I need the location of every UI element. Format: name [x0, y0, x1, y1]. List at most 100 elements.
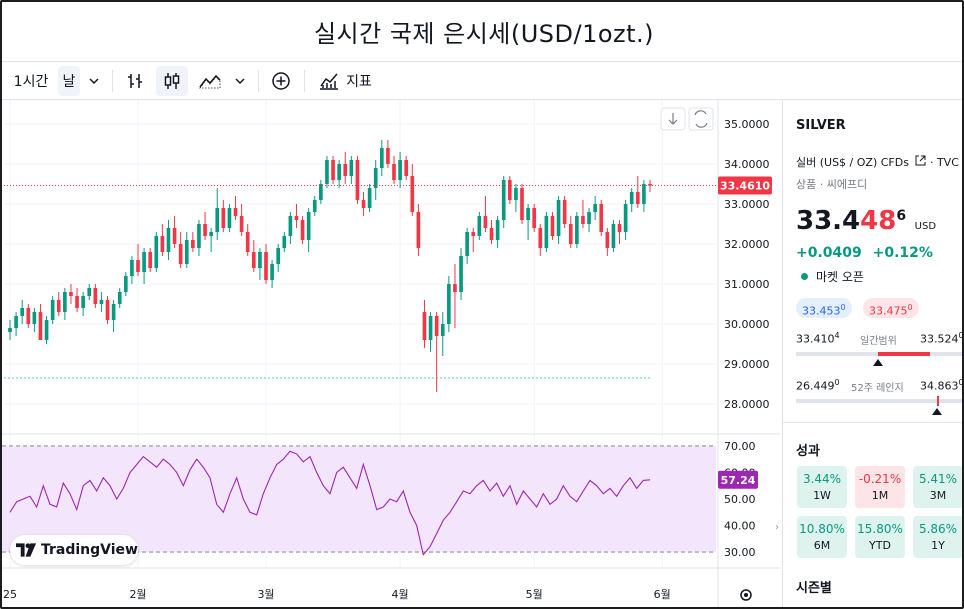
candle-up: [593, 196, 597, 220]
candle-body: [233, 208, 238, 216]
perf-period: 1Y: [931, 539, 945, 552]
day-button[interactable]: 날: [58, 66, 80, 96]
candle-down: [471, 228, 476, 252]
candle-body: [276, 248, 281, 264]
bars-icon: [128, 74, 142, 88]
candle-down: [93, 284, 98, 308]
bar-style-button[interactable]: [120, 66, 150, 96]
perf-card-ytd[interactable]: 15.80% YTD: [855, 516, 905, 558]
perf-card-1y[interactable]: 5.86% 1Y: [913, 516, 962, 558]
candle-down: [191, 232, 195, 252]
candle-body: [611, 224, 616, 248]
candle-up: [87, 284, 92, 300]
candle-body: [325, 160, 329, 184]
candle-body: [520, 188, 524, 220]
candle-up: [379, 140, 384, 176]
candle-up: [197, 220, 201, 256]
perf-value: 3.44%: [802, 472, 842, 486]
reset-chart-button[interactable]: [688, 107, 714, 131]
candle-up: [154, 232, 159, 272]
candle-up: [44, 316, 49, 344]
candle-down: [434, 312, 439, 392]
candle-down: [75, 288, 79, 312]
candle-body: [312, 200, 317, 212]
indicators-icon: [320, 73, 339, 90]
external-link-icon: [915, 155, 926, 166]
candle-body: [489, 228, 494, 240]
candle-body: [428, 316, 433, 340]
candle-up: [8, 320, 12, 340]
candle-body: [258, 252, 262, 268]
candle-down: [599, 200, 604, 236]
candle-down: [233, 196, 238, 220]
compare-button[interactable]: [266, 66, 296, 96]
candle-up: [99, 292, 104, 312]
perf-card-3m[interactable]: 5.41% 3M: [913, 466, 962, 508]
candle-body: [526, 208, 530, 220]
candle-style-button[interactable]: [156, 66, 188, 96]
candle-up: [398, 152, 402, 188]
price-highlight: 48: [860, 206, 897, 236]
candle-body: [465, 232, 469, 256]
candle-body: [568, 224, 573, 244]
candle-body: [93, 288, 98, 304]
last-price-badge: [718, 176, 772, 195]
time-tick-label: 4월: [392, 588, 409, 601]
scroll-down-button[interactable]: [660, 107, 686, 131]
candle-body: [191, 240, 195, 248]
interval-dropdown[interactable]: [84, 66, 104, 96]
candle-body: [483, 216, 488, 228]
ask-sup: 0: [907, 303, 913, 312]
candle-down: [392, 156, 396, 184]
day-label: 날: [62, 74, 76, 90]
chart-area[interactable]: 35.0000 34.0000 33.0000 32.0000 31.0000 30.00…: [2, 100, 780, 609]
indicators-button[interactable]: 지표: [314, 66, 376, 96]
tradingview-logo[interactable]: TradingView: [10, 535, 138, 565]
interval-button[interactable]: 1시간: [8, 66, 54, 96]
market-status: 마켓 오픈: [801, 268, 864, 285]
candle-down: [483, 196, 488, 232]
perf-value: 5.86%: [918, 522, 958, 536]
price-tick-label: 34.0000: [724, 158, 770, 171]
candle-body: [282, 236, 287, 248]
candle-body: [575, 216, 579, 244]
candle-down: [453, 264, 457, 328]
candle-body: [593, 204, 597, 212]
candle-body: [288, 216, 293, 236]
candle-body: [14, 316, 18, 328]
candle-body: [453, 284, 457, 292]
day-high: 33.5240: [920, 331, 964, 346]
candle-body: [367, 188, 372, 208]
candle-body: [623, 204, 628, 232]
candle-down: [245, 224, 250, 256]
candle-up: [477, 212, 482, 240]
symbol-name-row[interactable]: 실버 (US$ / OZ) CFDs · TVC: [796, 154, 959, 170]
indicators-label: 지표: [346, 74, 372, 90]
area-style-button[interactable]: [194, 66, 226, 96]
candle-down: [422, 300, 427, 348]
panel-collapse-handle[interactable]: ›: [775, 522, 779, 533]
axes: 35.0000 34.0000 33.0000 32.0000 31.0000 30.00…: [2, 100, 780, 607]
day-range-bar: [796, 352, 962, 356]
perf-card-1w[interactable]: 3.44% 1W: [797, 466, 847, 508]
chart-style-dropdown[interactable]: [230, 66, 250, 96]
candle-up: [349, 156, 354, 184]
area-chart-icon: [199, 74, 221, 89]
candle-body: [544, 216, 549, 248]
candle-up: [373, 160, 378, 200]
perf-value: 5.41%: [918, 472, 958, 486]
reset-icon: [694, 110, 708, 128]
settings-button[interactable]: [740, 589, 752, 601]
symbol-name: 실버 (US$ / OZ) CFDs: [796, 156, 909, 169]
candle-up: [623, 200, 628, 240]
candle-down: [489, 220, 494, 244]
perf-card-6m[interactable]: 10.80% 6M: [797, 516, 847, 558]
candle-body: [154, 236, 159, 268]
day-range-label: 일간범위: [860, 336, 897, 347]
candle-up: [556, 196, 561, 244]
candle-body: [434, 316, 439, 336]
time-tick-label: 3월: [257, 588, 274, 601]
rsi-tick-label: 70.00: [724, 440, 756, 453]
perf-card-1m[interactable]: -0.21% 1M: [855, 466, 905, 508]
candle-body: [477, 216, 482, 236]
